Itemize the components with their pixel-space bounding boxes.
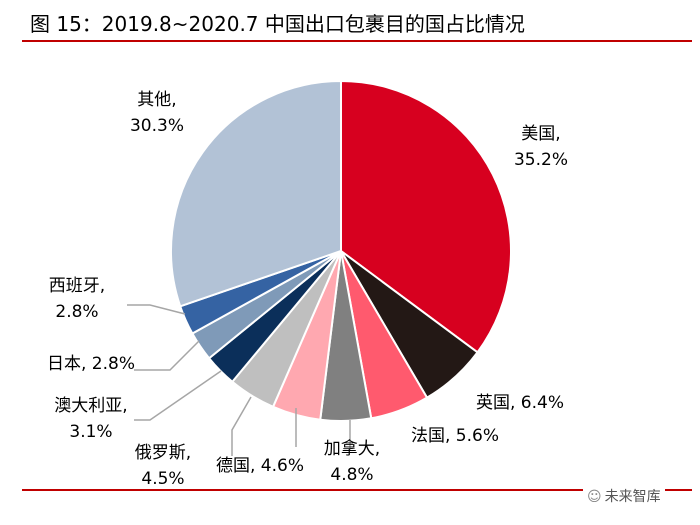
- pie-slice-10: [170, 79, 342, 308]
- slice-label-7: 澳大利亚, 3.1%: [54, 396, 127, 442]
- slice-label-5: 德国, 4.6%: [216, 456, 304, 476]
- leader-line-9: [127, 304, 186, 315]
- bottom-divider: [22, 489, 692, 491]
- slice-label-10: 其他, 30.3%: [130, 90, 184, 136]
- leader-lines: [127, 304, 351, 456]
- watermark-text: 未来智库: [604, 489, 661, 505]
- chart-title: 图 15：2019.8~2020.7 中国出口包裹目的国占比情况: [30, 12, 525, 36]
- watermark: ☺ 未来智库: [583, 484, 665, 508]
- pie-slice-1: [340, 79, 512, 354]
- pie-slices: [170, 79, 512, 423]
- slice-label-9: 西班牙, 2.8%: [49, 276, 105, 322]
- slice-label-2: 英国, 6.4%: [476, 393, 564, 413]
- slice-label-8: 日本, 2.8%: [47, 354, 135, 374]
- slice-label-6: 俄罗斯, 4.5%: [135, 443, 191, 489]
- title-divider: [22, 40, 692, 42]
- wechat-icon: ☺: [587, 489, 602, 505]
- slice-labels: 美国, 35.2% 英国, 6.4% 法国, 5.6% 加拿大, 4.8% 德国, 4.6%…: [47, 90, 568, 489]
- slice-label-3: 法国, 5.6%: [411, 426, 499, 446]
- leader-line-7: [134, 370, 222, 421]
- leader-line-6: [231, 396, 252, 456]
- slice-label-4: 加拿大, 4.8%: [324, 438, 380, 485]
- leader-line-8: [134, 340, 200, 371]
- slice-label-1: 美国, 35.2%: [514, 124, 568, 170]
